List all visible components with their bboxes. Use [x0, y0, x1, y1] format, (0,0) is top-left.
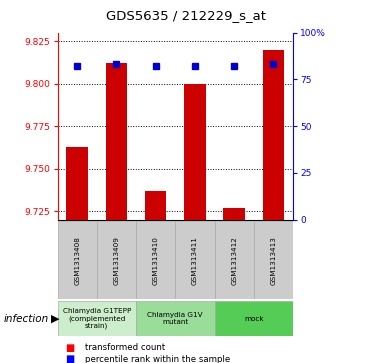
Bar: [214, 221, 254, 299]
Text: GSM1313409: GSM1313409: [114, 236, 119, 285]
Bar: [136, 301, 214, 336]
Text: GSM1313410: GSM1313410: [152, 236, 159, 285]
Bar: [223, 208, 245, 220]
Bar: [254, 221, 293, 299]
Text: GSM1313413: GSM1313413: [270, 236, 276, 285]
Text: percentile rank within the sample: percentile rank within the sample: [85, 355, 231, 363]
Bar: [136, 221, 175, 299]
Text: infection: infection: [4, 314, 49, 323]
Bar: [184, 83, 206, 220]
Bar: [263, 50, 284, 220]
Bar: [106, 63, 127, 220]
Text: mock: mock: [244, 315, 264, 322]
Bar: [145, 191, 167, 220]
Text: Chlamydia G1TEPP
(complemented
strain): Chlamydia G1TEPP (complemented strain): [63, 308, 131, 329]
Text: ■: ■: [65, 343, 74, 353]
Text: GSM1313411: GSM1313411: [192, 236, 198, 285]
Text: GSM1313412: GSM1313412: [231, 236, 237, 285]
Text: ▶: ▶: [51, 314, 59, 323]
Bar: [58, 221, 97, 299]
Bar: [175, 221, 214, 299]
Text: transformed count: transformed count: [85, 343, 165, 352]
Text: GDS5635 / 212229_s_at: GDS5635 / 212229_s_at: [105, 9, 266, 22]
Text: GSM1313408: GSM1313408: [74, 236, 80, 285]
Bar: [58, 301, 136, 336]
Text: ■: ■: [65, 354, 74, 363]
Bar: [66, 147, 88, 220]
Bar: [214, 301, 293, 336]
Bar: [97, 221, 136, 299]
Text: Chlamydia G1V
mutant: Chlamydia G1V mutant: [148, 312, 203, 325]
